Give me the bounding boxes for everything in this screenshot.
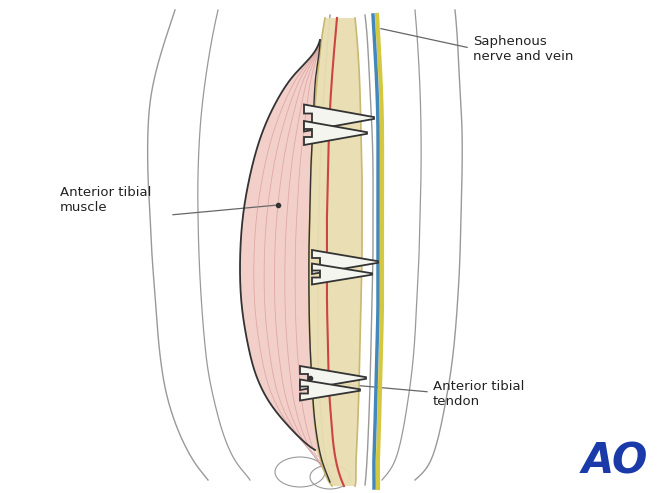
Text: Saphenous
nerve and vein: Saphenous nerve and vein <box>473 35 573 63</box>
Polygon shape <box>304 121 367 145</box>
Polygon shape <box>240 40 330 482</box>
Text: Anterior tibial
muscle: Anterior tibial muscle <box>60 186 152 214</box>
Polygon shape <box>309 18 362 486</box>
Text: Anterior tibial
tendon: Anterior tibial tendon <box>433 380 525 408</box>
Polygon shape <box>300 366 366 390</box>
Text: AO: AO <box>582 441 648 483</box>
Polygon shape <box>304 105 374 132</box>
Polygon shape <box>300 380 360 400</box>
Polygon shape <box>312 250 378 274</box>
Polygon shape <box>312 263 372 284</box>
